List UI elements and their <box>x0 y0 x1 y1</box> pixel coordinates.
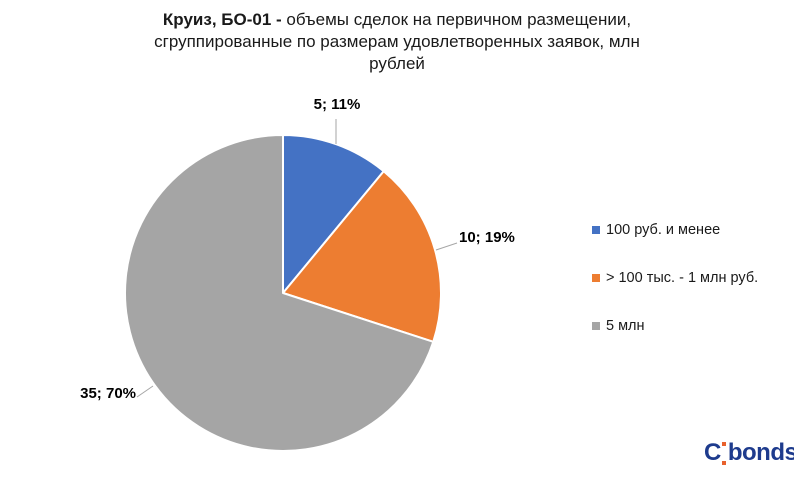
chart-title-line3: рублей <box>369 54 425 73</box>
chart-title: Круиз, БО-01 - объемы сделок на первично… <box>57 9 737 75</box>
legend-marker-orange-icon <box>592 274 600 282</box>
chart-title-line1: Круиз, БО-01 - объемы сделок на первично… <box>57 9 737 31</box>
pie-slice-2 <box>124 134 435 452</box>
pie-slice-1 <box>282 170 442 343</box>
chart-title-bold: Круиз, БО-01 - <box>162 10 282 29</box>
legend-marker-gray-icon <box>592 322 600 330</box>
legend-item-2: 5 млн <box>592 318 645 334</box>
legend-label-0: 100 руб. и менее <box>606 222 721 238</box>
cbonds-logo: C bonds <box>704 440 794 468</box>
leader-line-gray <box>136 385 154 398</box>
data-label-orange: 10; 19% <box>459 229 515 246</box>
cbonds-logo-dots-icon <box>721 440 728 466</box>
cbonds-logo-text-rest: bonds <box>727 439 794 466</box>
data-label-gray: 35; 70% <box>80 385 136 402</box>
legend-label-2: 5 млн <box>606 318 645 334</box>
cbonds-logo-text-c: C <box>704 439 721 466</box>
legend-label-1: > 100 тыс. - 1 млн руб. <box>606 270 759 286</box>
chart-title-line2: сгруппированные по размерам удовлетворен… <box>154 32 640 51</box>
data-label-blue: 5; 11% <box>313 96 361 113</box>
legend-marker-blue-icon <box>592 226 600 234</box>
pie-slices <box>124 134 442 452</box>
legend-item-0: 100 руб. и менее <box>592 222 720 238</box>
chart-title-line1-rest: объемы сделок на первичном размещении, <box>281 10 632 29</box>
legend-item-1: > 100 тыс. - 1 млн руб. <box>592 270 758 286</box>
pie-slice-0 <box>282 134 385 294</box>
leader-line-orange <box>435 242 458 251</box>
